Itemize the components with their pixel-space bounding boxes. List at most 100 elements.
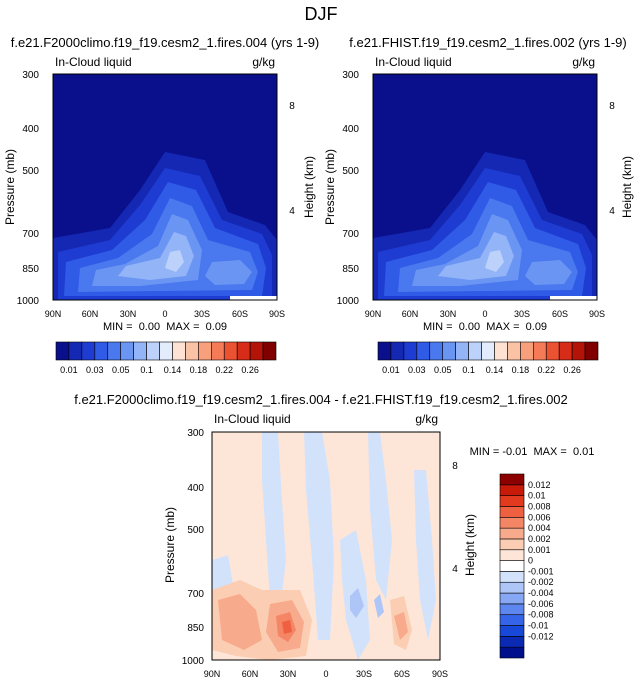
panel-b-title: f.e21.FHIST.f19_f19.cesm2_1.fires.002 (y… (349, 35, 626, 50)
panel-c-xtick-label-90n: 90N (204, 669, 221, 679)
panel-a-xtick-label-0: 0 (162, 309, 167, 319)
panel-b-frame (372, 73, 598, 301)
panel-b-contour-5b (525, 260, 572, 285)
panel-b-colorbar-swatch-3 (416, 341, 431, 361)
panel-a-colorbar-label-4: 0.14 (164, 365, 182, 375)
panel-b-colorbar-swatch-6 (455, 341, 469, 361)
panel-b-ytick-label-500: 500 (342, 166, 359, 177)
panel-a-contour-5b (205, 260, 252, 285)
panel-a-contour-7 (165, 250, 184, 272)
panel-a-field-label: In-Cloud liquid (55, 55, 132, 69)
panel-a-ylabel-right: Height (km) (302, 156, 316, 218)
panel-b-missing-data (550, 296, 597, 300)
panel-a-ytick-label-500: 500 (22, 166, 39, 177)
panel-c-colorbar-label-4: 0.004 (528, 523, 551, 533)
panel-a-xtick-label-90s: 90S (269, 309, 285, 319)
panel-a-colorbar-swatch-13 (223, 341, 238, 361)
panel-c-xtick-label-90s: 90S (432, 669, 448, 679)
panel-b-ytick-label-400: 400 (342, 124, 359, 135)
panel-c-ytick-label-700: 700 (187, 589, 204, 600)
panel-a-frame (52, 73, 278, 301)
panel-a-ytick-label-1000: 1000 (17, 296, 40, 307)
panel-a-ytick-label-850: 850 (22, 264, 39, 275)
panel-a-ytick-label-700: 700 (22, 229, 39, 240)
panel-c-xtick-label-60s: 60S (394, 669, 410, 679)
panel-b-colorbar-swatch-7 (468, 341, 482, 361)
panel-c-colorbar-swatch-7 (499, 571, 525, 583)
panel-c-ytick-label-500: 500 (187, 525, 204, 536)
panel-c-colorbar-label-0: 0.012 (528, 480, 551, 490)
panel-a-colorbar: 0.01 0.03 0.05 0.1 0.14 0.18 0.22 0.26 (55, 341, 277, 375)
panel-a-colorbar-label-3: 0.1 (140, 365, 153, 375)
panel-c-right-axis: 8 4 (452, 461, 458, 575)
panel-a-colorbar-swatch-9 (172, 341, 186, 361)
panel-c-neg-spot-1 (350, 588, 364, 618)
panel-a-xtick-label-30n: 30N (120, 309, 137, 319)
panel-c-colorbar-label-7: 0 (528, 556, 533, 566)
panel-c-colorbar-swatch-14 (499, 495, 525, 507)
panel-c: f.e21.F2000climo.f19_f19.cesm2_1.fires.0… (74, 392, 594, 679)
panel-b-colorbar-swatch-0 (377, 341, 392, 361)
panel-b-xtick-label-60s: 60S (552, 309, 568, 319)
panel-c-ytick-label-300: 300 (187, 428, 204, 439)
panel-b-colorbar-swatch-11 (520, 341, 534, 361)
panel-c-height-label-4: 4 (452, 564, 458, 575)
panel-a-ytick-label-400: 400 (22, 124, 39, 135)
panel-c-height-label-8: 8 (452, 461, 458, 472)
panel-c-stats: MIN = -0.01 MAX = 0.01 (470, 446, 595, 458)
panel-b-y-axis: 300 400 500 700 850 1000 (337, 70, 360, 307)
panel-c-ylabel: Pressure (mb) (163, 507, 177, 583)
panel-b-colorbar-label-7: 0.26 (563, 365, 581, 375)
panel-b-units: g/kg (572, 55, 595, 69)
panel-c-colorbar-label-8: -0.001 (528, 566, 554, 576)
panel-b-ytick-label-300: 300 (342, 70, 359, 81)
panel-c-xtick-label-30s: 30S (356, 669, 372, 679)
panel-b-colorbar-label-6: 0.22 (537, 365, 555, 375)
panel-c-x-axis: 90N 60N 30N 0 30S 60S 90S (204, 669, 448, 679)
panel-a-colorbar-swatch-2 (81, 341, 96, 361)
panel-a-x-axis: 90N 60N 30N 0 30S 60S 90S (45, 309, 285, 319)
panel-c-frame (211, 431, 441, 661)
panel-b-colorbar-swatch-1 (390, 341, 405, 361)
panel-c-neg-band-5 (414, 470, 436, 640)
panel-b-right-axis: 8 4 (609, 101, 615, 217)
panel-c-colorbar-label-10: -0.004 (528, 588, 554, 598)
panel-c-colorbar-label-1: 0.01 (528, 491, 546, 501)
panel-b-colorbar-swatch-15 (571, 341, 586, 361)
panel-b-colorbar-swatch-2 (403, 341, 418, 361)
panel-b-colorbar-swatch-16 (584, 341, 599, 361)
panel-a-xtick-label-90n: 90N (45, 309, 62, 319)
panel-b-x-axis: 90N 60N 30N 0 30S 60S 90S (365, 309, 605, 319)
panel-c-colorbar-label-11: -0.006 (528, 599, 554, 609)
panel-a-units: g/kg (252, 55, 275, 69)
panel-c-ytick-label-400: 400 (187, 483, 204, 494)
panel-b-colorbar-swatch-10 (507, 341, 521, 361)
panel-a: f.e21.F2000climo.f19_f19.cesm2_1.fires.0… (3, 35, 319, 375)
panel-b-colorbar-label-3: 0.1 (462, 365, 475, 375)
panel-b-ytick-label-1000: 1000 (337, 296, 360, 307)
panel-c-pos-5 (282, 620, 292, 634)
panel-c-colorbar-label-2: 0.008 (528, 501, 551, 511)
panel-c-colorbar-swatch-11 (499, 527, 525, 540)
panel-b: f.e21.FHIST.f19_f19.cesm2_1.fires.002 (y… (323, 35, 634, 375)
panel-b-stats: MIN = 0.00 MAX = 0.09 (423, 321, 547, 333)
panel-c-colorbar-swatch-13 (499, 506, 525, 518)
panel-a-colorbar-label-7: 0.26 (241, 365, 259, 375)
panel-a-ylabel: Pressure (mb) (3, 149, 17, 225)
page-title: DJF (305, 4, 338, 24)
panel-a-colorbar-label-5: 0.18 (190, 365, 208, 375)
panel-b-ytick-label-700: 700 (342, 229, 359, 240)
panel-a-colorbar-swatch-3 (94, 341, 109, 361)
panel-a-y-axis: 300 400 500 700 850 1000 (17, 70, 40, 307)
panel-b-colorbar-swatch-13 (545, 341, 560, 361)
panel-a-colorbar-swatch-4 (107, 341, 122, 361)
panel-a-colorbar-swatch-16 (262, 341, 277, 361)
panel-b-ylabel: Pressure (mb) (323, 149, 337, 225)
panel-c-colorbar-label-5: 0.002 (528, 534, 551, 544)
panel-c-colorbar-swatch-8 (499, 560, 525, 572)
panel-b-colorbar-label-0: 0.01 (382, 365, 400, 375)
panel-b-ylabel-right: Height (km) (620, 156, 634, 218)
panel-a-colorbar-swatch-5 (120, 341, 134, 361)
panel-c-neg-band-2 (304, 432, 334, 640)
